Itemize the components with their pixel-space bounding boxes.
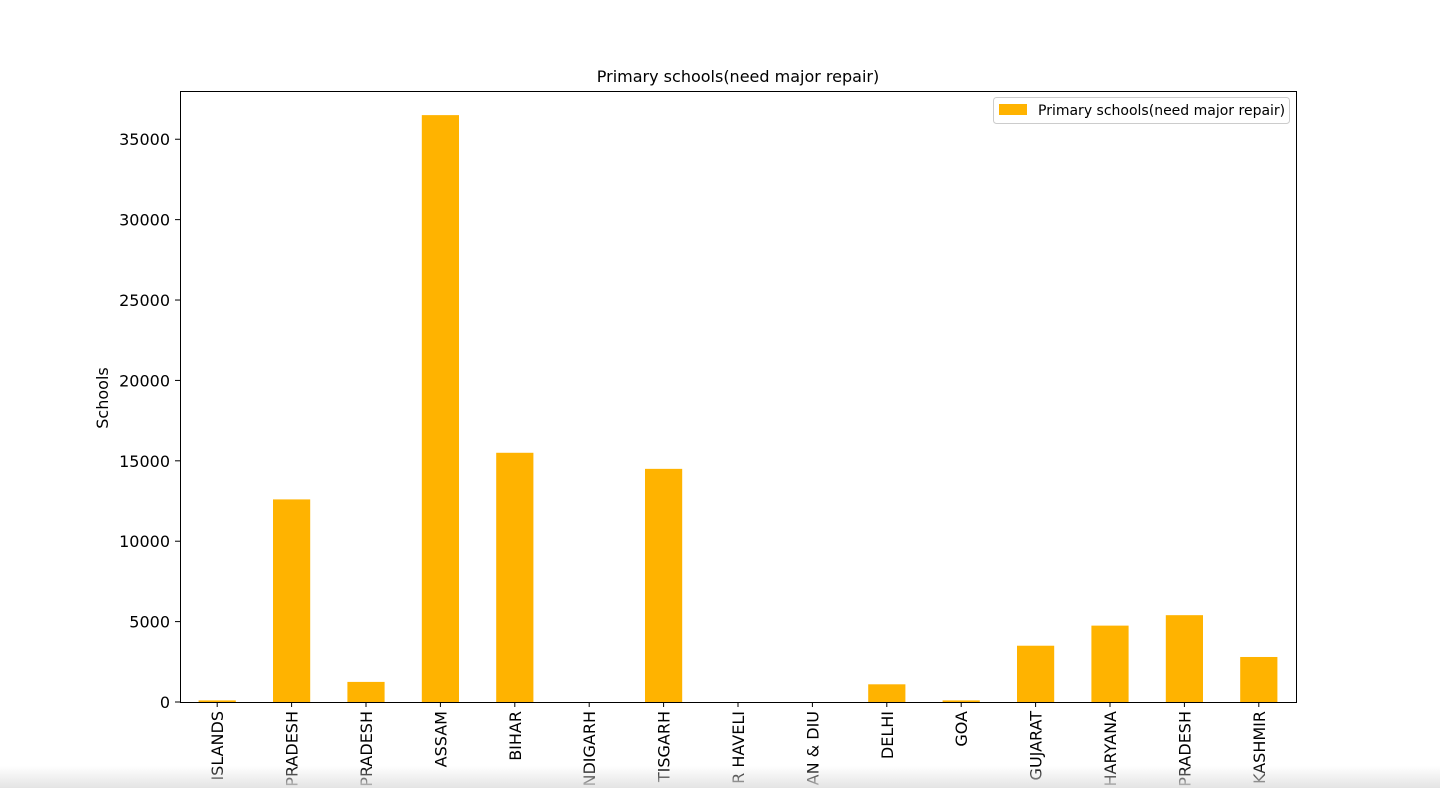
x-tick-label: R HAVELI xyxy=(729,711,748,784)
legend-frame xyxy=(993,97,1290,124)
y-tick-label: 0 xyxy=(160,693,170,712)
x-tick-label: ISLANDS xyxy=(208,711,227,781)
x-tick-label: DELHI xyxy=(878,711,897,759)
bar xyxy=(496,452,534,702)
plot-frame xyxy=(180,91,1297,703)
bar xyxy=(1091,625,1129,702)
bar xyxy=(868,684,906,702)
y-tick-label: 15000 xyxy=(119,452,170,471)
bar xyxy=(1017,645,1055,702)
bar xyxy=(645,468,683,702)
x-tick-label: GUJARAT xyxy=(1027,711,1046,781)
legend-swatch xyxy=(999,104,1027,115)
x-tick-label: BIHAR xyxy=(506,711,525,761)
y-axis-label: Schools xyxy=(93,367,112,428)
chart-title: Primary schools(need major repair) xyxy=(597,67,879,86)
y-tick-label: 35000 xyxy=(119,130,170,149)
legend: Primary schools(need major repair) xyxy=(993,97,1290,124)
bar xyxy=(942,700,980,702)
bar xyxy=(1165,615,1203,702)
y-tick-label: 10000 xyxy=(119,532,170,551)
legend-entry-label: Primary schools(need major repair) xyxy=(1038,103,1285,119)
y-tick-label: 25000 xyxy=(119,291,170,310)
y-axis: 0 5000 10000 15000 20000 25000 30000 35000 xyxy=(119,130,180,712)
bar xyxy=(198,700,236,702)
x-tick-label: PRADESH xyxy=(283,711,302,787)
x-tick-label: HARYANA xyxy=(1101,711,1120,787)
y-tick-label: 30000 xyxy=(119,211,170,230)
x-tick-label: AN & DIU xyxy=(803,711,822,785)
x-tick-label: PRADESH xyxy=(357,711,376,787)
bar xyxy=(1240,656,1278,702)
x-tick-label: GOA xyxy=(952,711,971,747)
x-tick-label: TISGARH xyxy=(655,711,674,783)
x-tick-label: NDIGARH xyxy=(580,711,599,787)
x-tick-label: PRADESH xyxy=(1175,711,1194,787)
y-tick-label: 20000 xyxy=(119,371,170,390)
bar xyxy=(347,681,385,702)
x-tick-label: ASSAM xyxy=(431,711,450,767)
bar xyxy=(421,115,459,703)
x-axis: ISLANDS PRADESH PRADESH ASSAM BIHAR NDIGARH TI… xyxy=(208,702,1269,787)
x-tick-label: KASHMIR xyxy=(1250,711,1269,784)
bar xyxy=(273,499,311,702)
bars-group xyxy=(198,115,1278,703)
y-tick-label: 5000 xyxy=(129,613,170,632)
